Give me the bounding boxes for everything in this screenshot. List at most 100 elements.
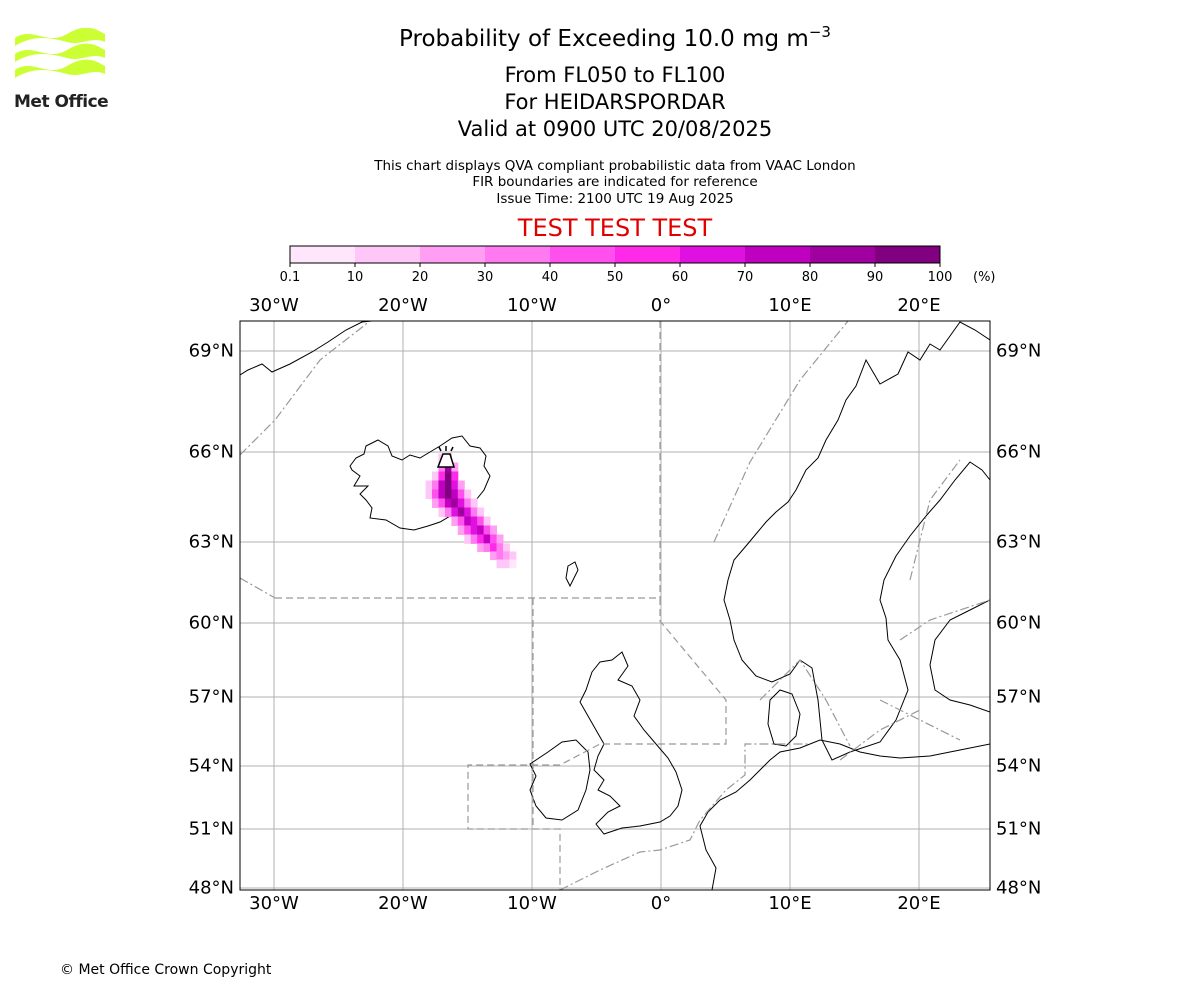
baltic-east-coast (929, 599, 990, 713)
chart-title-exponent: −3 (808, 23, 831, 41)
faroe-coast (565, 561, 579, 588)
scandinavia-coast (723, 321, 990, 761)
plume-cell (490, 525, 498, 535)
fir-london-paris (559, 743, 810, 890)
plume-cell (444, 471, 452, 481)
longitude-label-top: 20°W (378, 295, 428, 316)
greenland-coast (240, 321, 373, 376)
colorbar-segment (355, 246, 420, 263)
longitude-label-top: 20°E (897, 295, 941, 316)
colorbar-tick-label: 40 (541, 270, 559, 285)
fir-note: FIR boundaries are indicated for referen… (472, 174, 758, 190)
longitude-label-bottom: 10°W (507, 893, 557, 914)
colorbar-tick-label: 10 (346, 270, 364, 285)
colorbar-tick-label: 90 (866, 270, 884, 285)
longitude-label-bottom: 20°W (378, 893, 428, 914)
volcano-name: For HEIDARSPORDAR (504, 90, 726, 114)
colorbar-segment (420, 246, 485, 263)
volcano-marker (436, 446, 456, 468)
colorbar-tick-label: 20 (411, 270, 429, 285)
longitude-label-bottom: 30°W (249, 893, 299, 914)
latitude-label-right: 63°N (996, 531, 1042, 553)
colorbar-tick-label: 60 (671, 270, 689, 285)
plume-cell (477, 534, 485, 544)
test-banner: TEST TEST TEST (517, 214, 713, 242)
latitude-label-left: 66°N (188, 441, 234, 463)
plume-cell (457, 507, 465, 517)
flight-level-range: From FL050 to FL100 (504, 63, 726, 87)
colorbar-segment (810, 246, 875, 263)
plume-cell (432, 480, 439, 490)
colorbar-segment (680, 246, 745, 263)
plume-cell (457, 525, 465, 535)
colorbar (289, 245, 941, 267)
plume-cell (438, 480, 446, 490)
longitude-label-top: 0° (650, 295, 672, 316)
plume-cell (438, 507, 446, 517)
latitude-label-right: 48°N (996, 877, 1042, 899)
plume-cell (483, 516, 491, 526)
latitude-label-left: 48°N (188, 877, 234, 899)
colorbar-segment (615, 246, 680, 263)
plume-cell (464, 498, 472, 508)
plume-cell (432, 489, 439, 499)
longitude-label-top: 10°E (768, 295, 812, 316)
latitude-label-right: 54°N (996, 755, 1042, 777)
plume-cell (457, 498, 465, 508)
plume-cell (496, 534, 504, 544)
longitude-label-top: 30°W (249, 295, 299, 316)
plume-cell (451, 471, 459, 481)
plume-cell (464, 525, 472, 535)
plume-cell (477, 507, 485, 517)
great-britain-coast (579, 651, 683, 835)
plume-cell (451, 498, 459, 508)
ash-plume (425, 453, 517, 569)
valid-time: Valid at 0900 UTC 20/08/2025 (457, 117, 773, 141)
plume-cell (496, 551, 504, 561)
latitude-label-right: 66°N (996, 441, 1042, 463)
met-office-logo-text: Met Office (14, 92, 109, 112)
latitude-label-right: 57°N (996, 686, 1042, 708)
plume-cell (464, 489, 472, 499)
colorbar-tick-label: 30 (476, 270, 494, 285)
latitude-label-right: 69°N (996, 340, 1042, 362)
plume-cell (490, 551, 498, 561)
plume-cell (496, 559, 504, 569)
plume-cell (496, 543, 504, 552)
europe-coast (699, 739, 990, 890)
map-frame (239, 320, 991, 891)
plume-cell (438, 498, 446, 508)
longitude-label-bottom: 20°E (897, 893, 941, 914)
plume-cell (451, 489, 459, 499)
colorbar-segment (745, 246, 810, 263)
coastlines (240, 321, 990, 890)
plume-cell (451, 516, 459, 526)
plume-cell (464, 534, 472, 544)
plume-cell (464, 507, 472, 517)
issue-time: Issue Time: 2100 UTC 19 Aug 2025 (496, 191, 734, 207)
plume-cell (444, 498, 452, 508)
plume-cell (490, 543, 498, 552)
met-office-logo (15, 28, 105, 78)
colorbar-tick-label: 50 (606, 270, 624, 285)
fir-norway (713, 321, 849, 543)
plume-cell (457, 480, 465, 490)
plume-cell (490, 534, 498, 544)
chart-title: Probability of Exceeding 10.0 mg m−3 (0, 23, 1200, 52)
colorbar-segment (290, 246, 355, 263)
plume-cell (470, 498, 478, 508)
plume-cell (432, 498, 439, 508)
plume-cell (457, 516, 465, 526)
latitude-label-left: 57°N (188, 686, 234, 708)
colorbar-segment (875, 246, 940, 263)
plume-cell (470, 516, 478, 526)
plume-cell (425, 480, 433, 490)
plume-cell (444, 480, 452, 490)
longitude-label-top: 10°W (507, 295, 557, 316)
colorbar-segment (485, 246, 550, 263)
fir-boundaries (240, 321, 990, 890)
plume-cell (444, 489, 452, 499)
longitude-label-bottom: 0° (650, 893, 672, 914)
colorbar-tick-label: 70 (736, 270, 754, 285)
